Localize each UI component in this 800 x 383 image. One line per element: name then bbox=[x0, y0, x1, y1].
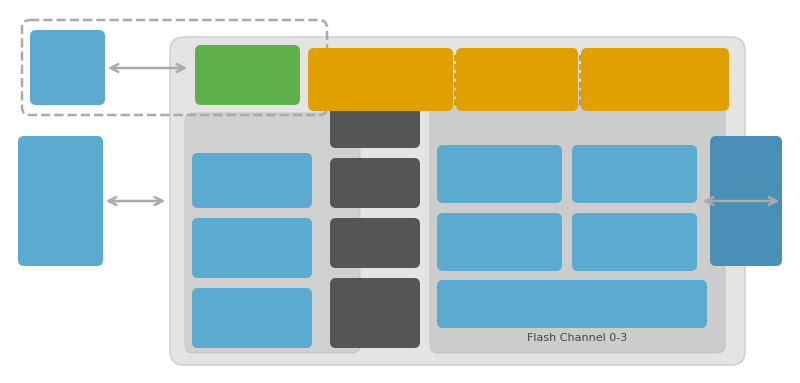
Text: NAND
Flash: NAND Flash bbox=[730, 190, 762, 212]
FancyBboxPatch shape bbox=[437, 145, 562, 203]
Text: PCIe MAC
Registers: PCIe MAC Registers bbox=[227, 307, 277, 329]
Text: PCIe PHY: PCIe PHY bbox=[229, 175, 275, 185]
Text: PCIe
Host: PCIe Host bbox=[49, 190, 72, 212]
FancyBboxPatch shape bbox=[710, 136, 782, 266]
FancyBboxPatch shape bbox=[192, 288, 312, 348]
Text: Flash Channel 0-3: Flash Channel 0-3 bbox=[527, 333, 627, 343]
FancyBboxPatch shape bbox=[330, 218, 420, 268]
Text: Data
Cache: Data Cache bbox=[618, 163, 650, 185]
FancyBboxPatch shape bbox=[195, 45, 300, 105]
FancyBboxPatch shape bbox=[572, 145, 697, 203]
FancyBboxPatch shape bbox=[18, 136, 103, 266]
FancyBboxPatch shape bbox=[437, 280, 707, 328]
FancyBboxPatch shape bbox=[308, 48, 453, 111]
FancyBboxPatch shape bbox=[330, 278, 420, 348]
Text: Dual ARM
Cortex CPU: Dual ARM Cortex CPU bbox=[346, 302, 405, 324]
FancyBboxPatch shape bbox=[192, 153, 312, 208]
FancyBboxPatch shape bbox=[437, 213, 562, 271]
Text: Flash
Controller: Flash Controller bbox=[474, 231, 526, 253]
Text: DRAM: DRAM bbox=[52, 62, 83, 72]
FancyBboxPatch shape bbox=[30, 30, 105, 105]
Text: Instruction
Cache: Instruction Cache bbox=[471, 163, 527, 185]
FancyBboxPatch shape bbox=[581, 48, 729, 111]
Text: Page
Buffer: Page Buffer bbox=[618, 231, 650, 253]
Text: Power Saving
Control: Power Saving Control bbox=[346, 69, 415, 90]
Text: Data Bus
Controller: Data Bus Controller bbox=[491, 69, 543, 90]
Text: TCG
OPAL: TCG OPAL bbox=[642, 69, 668, 90]
FancyBboxPatch shape bbox=[330, 158, 420, 208]
FancyBboxPatch shape bbox=[330, 88, 420, 148]
Text: Bus
Interface: Bus Interface bbox=[352, 107, 398, 129]
Text: SRAM: SRAM bbox=[360, 238, 390, 248]
Text: DRAM
Controller: DRAM Controller bbox=[222, 64, 274, 86]
FancyBboxPatch shape bbox=[192, 218, 312, 278]
Text: NANDXtend™: NANDXtend™ bbox=[536, 299, 608, 309]
FancyBboxPatch shape bbox=[430, 83, 725, 353]
Text: PCIe
Interface: PCIe Interface bbox=[229, 237, 275, 259]
FancyBboxPatch shape bbox=[185, 113, 360, 353]
Text: ROM: ROM bbox=[363, 178, 387, 188]
FancyBboxPatch shape bbox=[572, 213, 697, 271]
FancyBboxPatch shape bbox=[456, 48, 578, 111]
FancyBboxPatch shape bbox=[170, 37, 745, 365]
